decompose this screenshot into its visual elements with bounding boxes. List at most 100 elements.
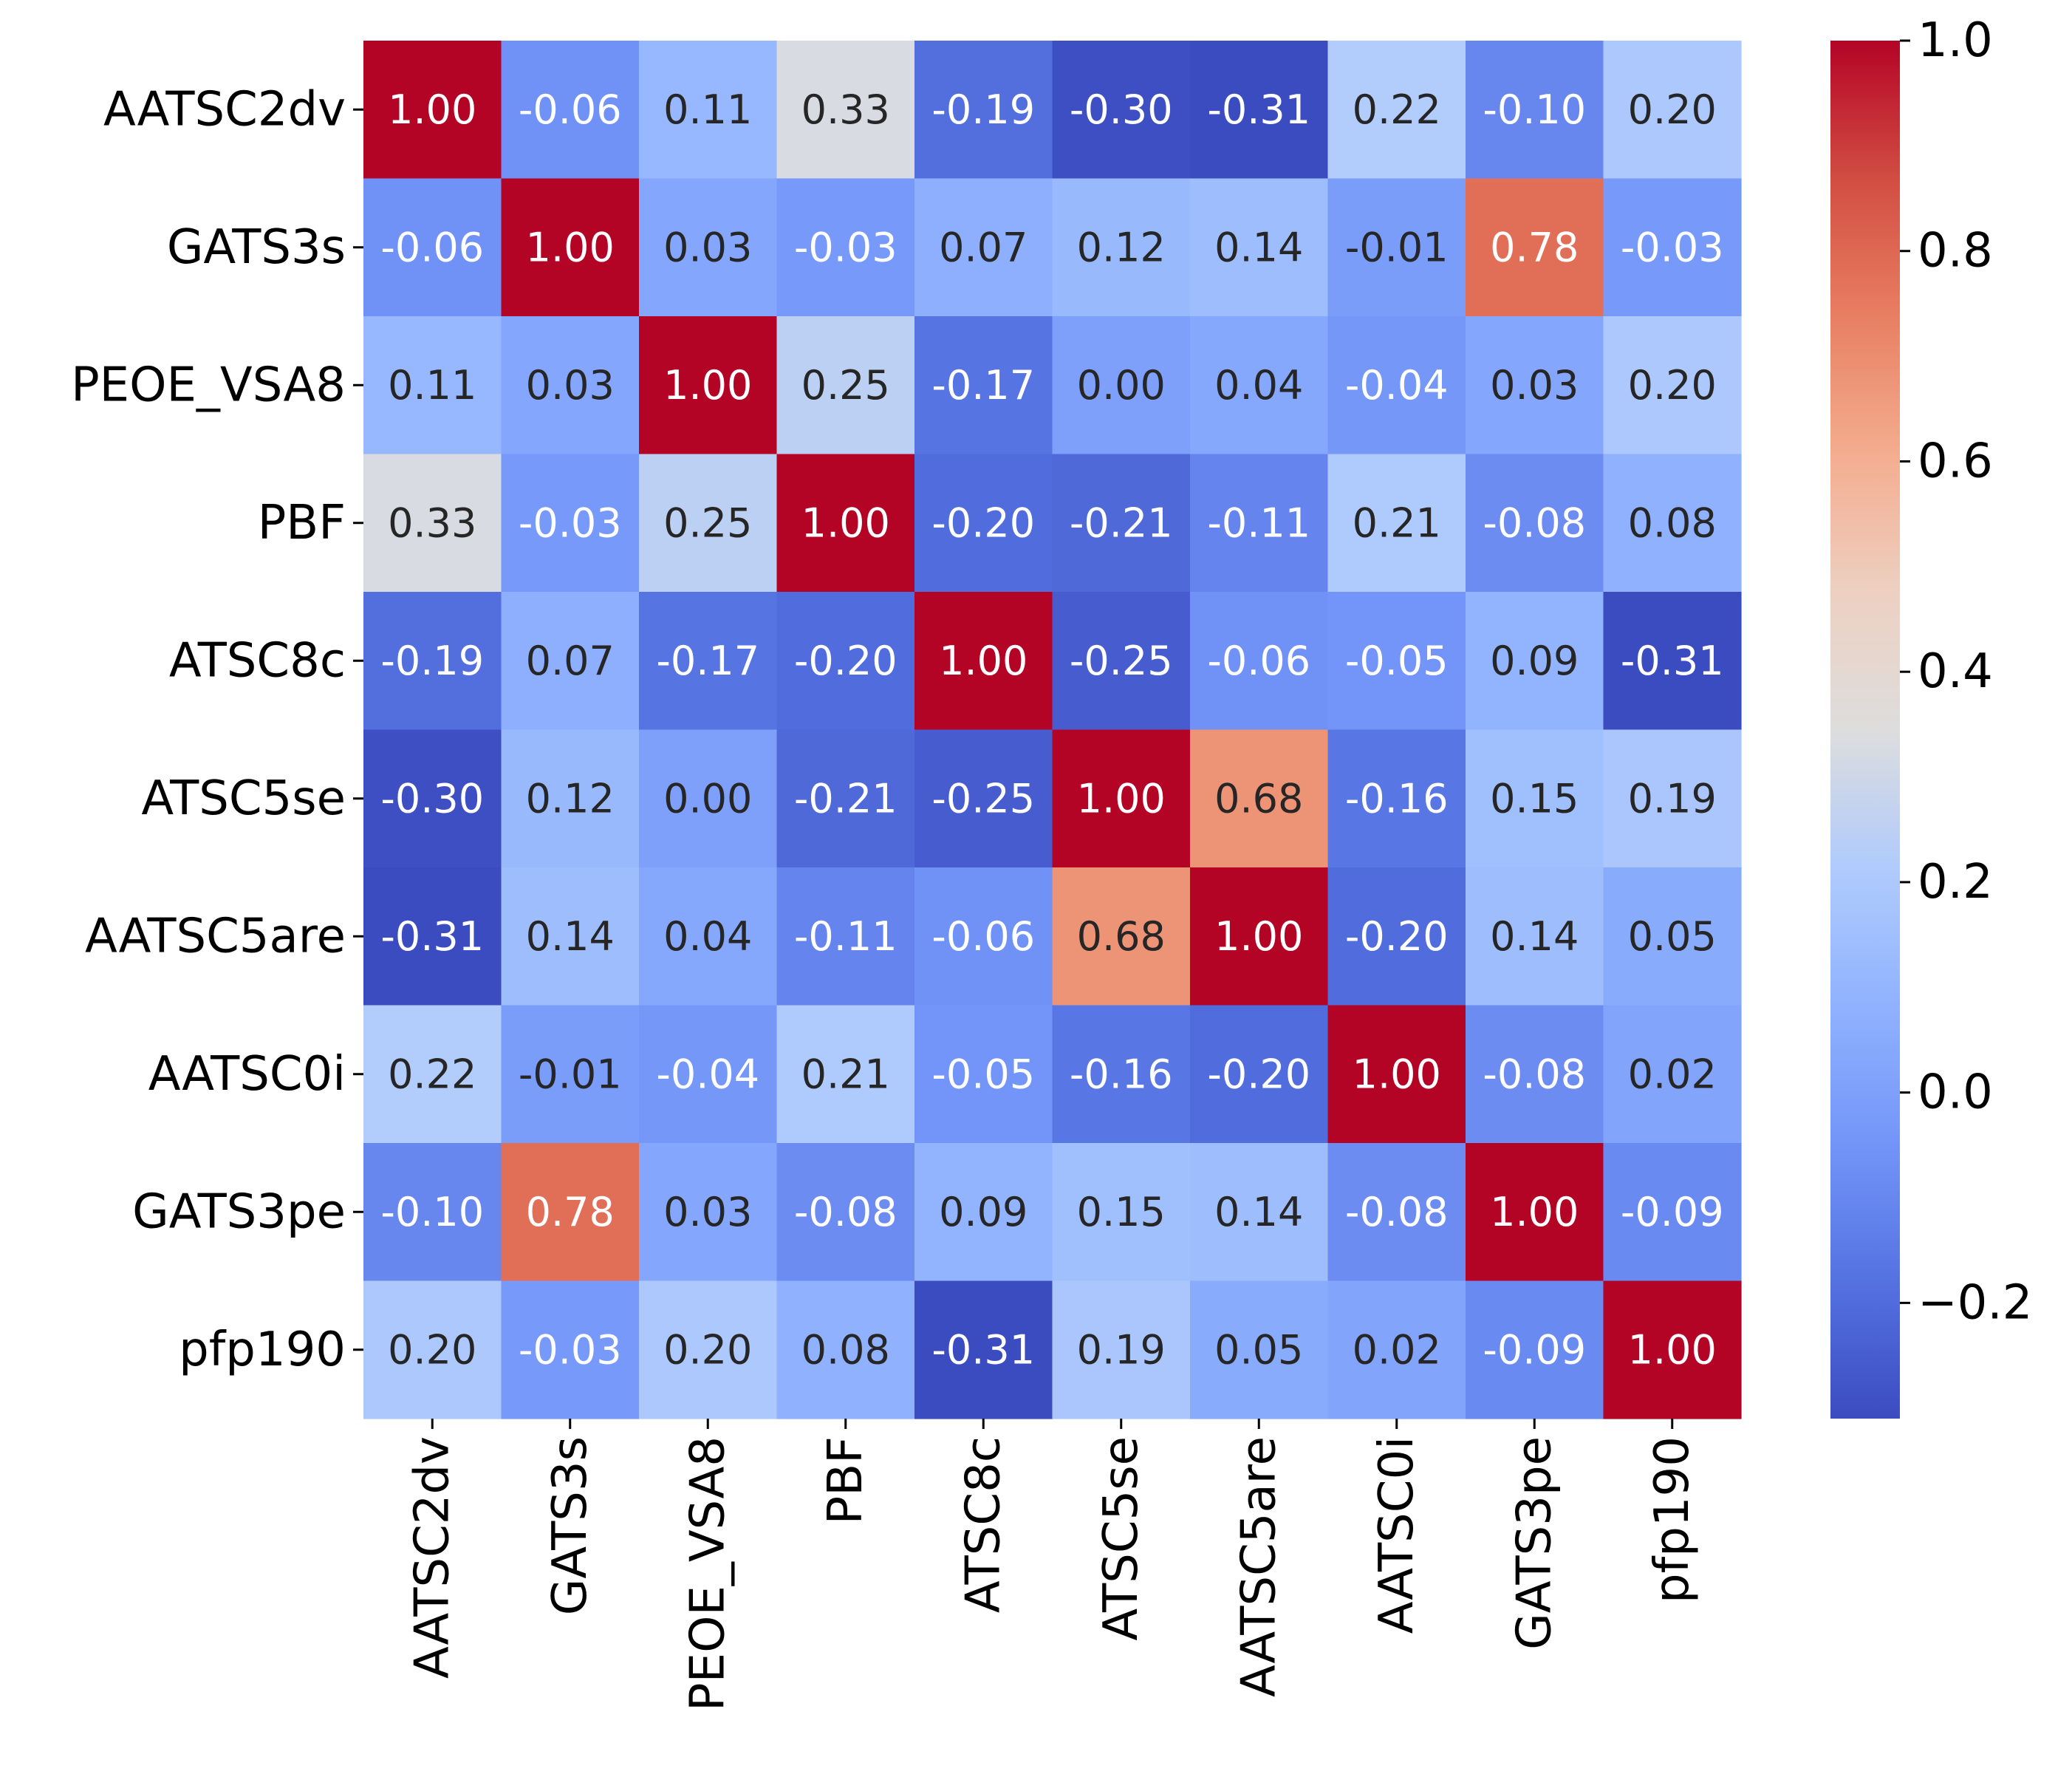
cell-value-label: 1.00 [1490, 1189, 1579, 1235]
heatmap-cell [1327, 316, 1466, 455]
heatmap-cell [1466, 592, 1604, 731]
heatmap-cell [639, 1143, 778, 1282]
y-tick-label: AATSC5are [85, 909, 346, 963]
cell-value-label: -0.03 [519, 499, 622, 546]
y-tick-label: GATS3pe [132, 1184, 346, 1239]
y-tick-label: GATS3s [167, 220, 346, 275]
colorbar-tick-label: 1.0 [1918, 13, 1993, 68]
x-tick-label: pfp190 [1645, 1436, 1700, 1603]
cell-value-label: -0.03 [519, 1326, 622, 1373]
heatmap-cell [639, 867, 778, 1006]
cell-value-label: -0.04 [1345, 362, 1449, 409]
cell-value-label: -0.05 [931, 1051, 1035, 1097]
cell-value-label: 0.14 [1214, 224, 1303, 270]
cell-value-label: 0.02 [1353, 1326, 1441, 1373]
heatmap-cell [1603, 729, 1742, 868]
cell-value-label: 0.20 [1628, 86, 1717, 133]
cell-value-label: 1.00 [939, 638, 1028, 684]
cell-value-label: -0.16 [1345, 775, 1449, 822]
cell-value-label: 0.25 [663, 499, 752, 546]
cell-value-label: 0.03 [1490, 362, 1579, 409]
heatmap-cell [1603, 454, 1742, 593]
cell-value-label: -0.10 [1483, 86, 1586, 133]
colorbar-tick-label: 0.8 [1918, 224, 1993, 279]
heatmap-cell [1603, 1143, 1742, 1282]
cell-value-label: 0.03 [526, 362, 615, 409]
y-tick-label: PBF [258, 496, 346, 550]
heatmap-cell [501, 41, 640, 180]
x-tick-label: GATS3s [543, 1436, 598, 1615]
cell-value-label: 0.21 [801, 1051, 890, 1097]
heatmap-cell [363, 178, 502, 317]
cell-value-label: 0.14 [1214, 1189, 1303, 1235]
heatmap-cell [1603, 178, 1742, 317]
heatmap-cell [363, 1143, 502, 1282]
heatmap-cell [501, 1143, 640, 1282]
cell-value-label: 0.33 [388, 499, 476, 546]
heatmap-cell [1190, 178, 1329, 317]
cell-value-label: -0.03 [794, 224, 897, 270]
cell-value-label: -0.05 [1345, 638, 1449, 684]
heatmap-cell [1466, 1005, 1604, 1144]
cell-value-label: -0.08 [1483, 1051, 1586, 1097]
heatmap-cell [776, 1143, 915, 1282]
cell-value-label: -0.31 [931, 1326, 1035, 1373]
heatmap-cell [639, 454, 778, 593]
y-axis: AATSC2dv GATS3s PEOE_VSA8 PBF ATSC8c ATSC5se A… [71, 82, 363, 1377]
heatmap-cell [776, 867, 915, 1006]
heatmap-cell [363, 41, 502, 180]
cell-value-label: -0.31 [380, 913, 484, 960]
cell-value-label: -0.25 [931, 775, 1035, 822]
heatmap-cell [1327, 592, 1466, 731]
x-tick-label: PBF [818, 1436, 873, 1524]
y-tick-label: ATSC8c [169, 633, 346, 688]
heatmap-cell [1466, 41, 1604, 180]
cell-value-label: 0.03 [663, 224, 752, 270]
heatmap-cell [501, 1280, 640, 1419]
heatmap-cells [363, 41, 1742, 1419]
cell-value-label: -0.01 [1345, 224, 1449, 270]
heatmap-cell [639, 1005, 778, 1144]
heatmap-cell [501, 316, 640, 455]
heatmap-cell [639, 316, 778, 455]
heatmap-cell [1190, 316, 1329, 455]
cell-value-label: 0.00 [663, 775, 752, 822]
heatmap-cell [1327, 41, 1466, 180]
cell-value-label: 0.33 [801, 86, 890, 133]
heatmap-cell [501, 454, 640, 593]
cell-value-label: 0.20 [663, 1326, 752, 1373]
heatmap-cell [1603, 316, 1742, 455]
colorbar: −0.2 0.0 0.2 0.4 0.6 0.8 1.0 [1830, 13, 2032, 1419]
heatmap-cell [776, 592, 915, 731]
heatmap-cell [639, 729, 778, 868]
heatmap-cell [363, 1280, 502, 1419]
cell-value-label: 0.09 [1490, 638, 1579, 684]
cell-value-label: -0.25 [1070, 638, 1173, 684]
heatmap-cell [1466, 316, 1604, 455]
cell-value-label: -0.19 [931, 86, 1035, 133]
cell-value-label: 0.07 [526, 638, 615, 684]
heatmap-cell [363, 1005, 502, 1144]
heatmap-cell [914, 729, 1053, 868]
x-tick-label: GATS3pe [1507, 1436, 1562, 1650]
heatmap-cell [1466, 867, 1604, 1006]
heatmap-cell [639, 1280, 778, 1419]
heatmap-cell [1327, 178, 1466, 317]
heatmap-cell [363, 592, 502, 731]
x-tick-label: PEOE_VSA8 [680, 1436, 735, 1711]
cell-value-label: 1.00 [1214, 913, 1303, 960]
heatmap-cell [1190, 454, 1329, 593]
heatmap-cell [501, 867, 640, 1006]
heatmap-cell [1190, 867, 1329, 1006]
heatmap-cell [914, 1280, 1053, 1419]
colorbar-tick-label: 0.6 [1918, 434, 1993, 488]
cell-value-label: 0.14 [526, 913, 615, 960]
cell-value-label: 0.05 [1628, 913, 1717, 960]
cell-value-label: -0.20 [931, 499, 1035, 546]
cell-value-label: -0.06 [380, 224, 484, 270]
heatmap-cell [1327, 1143, 1466, 1282]
cell-value-label: -0.17 [656, 638, 759, 684]
heatmap-cell [1327, 1280, 1466, 1419]
cell-value-label: 0.19 [1628, 775, 1717, 822]
cell-value-label: 0.20 [388, 1326, 476, 1373]
